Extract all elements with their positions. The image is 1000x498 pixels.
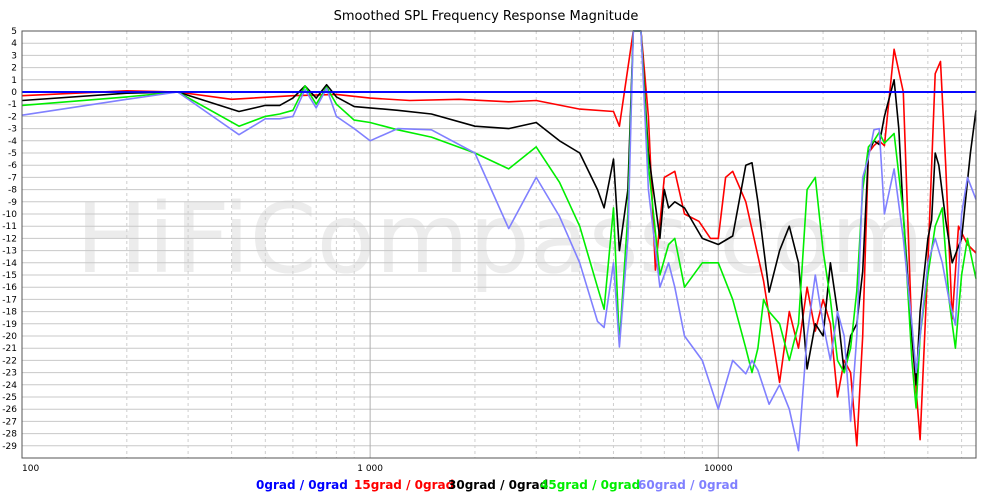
- y-tick-label: -29: [2, 442, 17, 452]
- y-tick-label: -20: [2, 332, 17, 342]
- y-tick-label: -9: [8, 198, 17, 208]
- y-tick-label: 1: [11, 76, 17, 86]
- series-line-1: [21, 30, 977, 447]
- y-tick-label: -7: [8, 173, 17, 183]
- y-tick-label: 2: [11, 64, 17, 74]
- y-tick-label: -11: [2, 222, 17, 232]
- y-tick-label: -24: [2, 381, 17, 391]
- series-lines: [21, 30, 977, 452]
- legend-entry-1: 15grad / 0grad: [354, 478, 454, 492]
- watermark: HiFiCompass.com: [76, 183, 924, 295]
- legend-entry-2: 30grad / 0grad: [448, 478, 548, 492]
- series-line-4: [21, 30, 977, 452]
- y-tick-label: -14: [2, 259, 17, 269]
- y-tick-label: -2: [8, 112, 17, 122]
- y-tick-label: -5: [8, 149, 17, 159]
- y-tick-label: 3: [11, 51, 17, 61]
- y-tick-label: -25: [2, 393, 17, 403]
- y-tick-label: -12: [2, 234, 17, 244]
- y-tick-label: -1: [8, 100, 17, 110]
- x-tick-label: 1 000: [357, 464, 383, 474]
- y-tick-label: -22: [2, 356, 17, 366]
- y-tick-label: -28: [2, 430, 17, 440]
- x-tick-label: 100: [22, 464, 39, 474]
- legend-entry-4: 60grad / 0grad: [638, 478, 738, 492]
- y-tick-label: -3: [8, 125, 17, 135]
- legend-entry-0: 0grad / 0grad: [256, 478, 348, 492]
- y-tick-label: 4: [11, 39, 17, 49]
- y-tick-label: -26: [2, 405, 17, 415]
- y-tick-label: -16: [2, 283, 17, 293]
- y-tick-label: -13: [2, 247, 17, 257]
- y-tick-label: -8: [8, 186, 17, 196]
- y-tick-label: -21: [2, 344, 17, 354]
- y-tick-label: -27: [2, 417, 17, 427]
- legend-entry-3: 45grad / 0grad: [540, 478, 640, 492]
- chart-title: Smoothed SPL Frequency Response Magnitud…: [334, 9, 639, 24]
- x-tick-label: 10000: [704, 464, 733, 474]
- y-tick-label: 5: [11, 27, 17, 37]
- y-tick-label: -15: [2, 271, 17, 281]
- y-tick-label: -17: [2, 295, 17, 305]
- y-tick-label: -6: [8, 161, 17, 171]
- y-tick-label: -18: [2, 308, 17, 318]
- y-tick-label: -4: [8, 137, 17, 147]
- y-tick-label: -23: [2, 369, 17, 379]
- y-tick-label: -19: [2, 320, 17, 330]
- x-axis-ticks: 100 1 000 10000: [22, 464, 733, 474]
- y-tick-label: -10: [2, 210, 17, 220]
- plot-frame: [21, 30, 977, 459]
- series-line-3: [21, 30, 977, 409]
- y-tick-label: 0: [11, 88, 17, 98]
- y-axis-ticks: 5 4 3 2 1 0 -1 -2 -3 -4 -5 -6 -7 -8 -9 -10 -11 -12 -13 -14 -…: [2, 27, 17, 452]
